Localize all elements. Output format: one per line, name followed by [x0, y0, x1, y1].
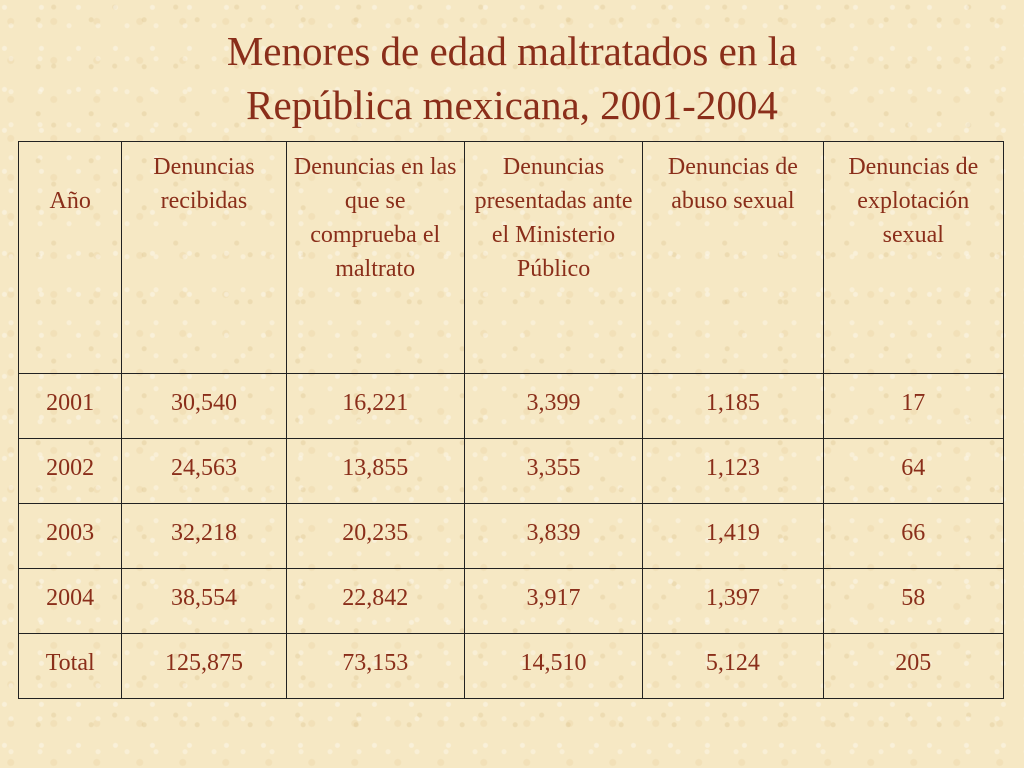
header-public-ministry: Denuncias presentadas ante el Ministerio…	[463, 141, 644, 374]
table-header-row: Año Denuncias recibidas Denuncias en las…	[17, 141, 1005, 374]
table-row: 2001 30,540 16,221 3,399 1,185 17	[17, 373, 1005, 439]
table-cell: 2003	[17, 503, 123, 569]
table-cell: 2002	[17, 438, 123, 504]
table-cell: 32,218	[121, 503, 287, 569]
table-cell: 66	[822, 503, 1005, 569]
table-cell: 2001	[17, 373, 123, 439]
table-cell: 3,917	[463, 568, 644, 634]
table-cell: 20,235	[285, 503, 465, 569]
table-cell: Total	[17, 633, 123, 699]
table-cell: 2004	[17, 568, 123, 634]
table-row: 2004 38,554 22,842 3,917 1,397 58	[17, 568, 1005, 634]
header-sexual-abuse: Denuncias de abuso sexual	[642, 141, 824, 374]
slide-title-line-2: República mexicana, 2001-2004	[246, 82, 778, 128]
table-cell: 3,839	[463, 503, 644, 569]
header-year: Año	[17, 141, 123, 374]
table-cell: 1,419	[642, 503, 824, 569]
maltreatment-table: Año Denuncias recibidas Denuncias en las…	[17, 141, 1005, 699]
data-table-container: Año Denuncias recibidas Denuncias en las…	[17, 141, 1005, 699]
table-row-total: Total 125,875 73,153 14,510 5,124 205	[17, 633, 1005, 699]
table-cell: 30,540	[121, 373, 287, 439]
table-cell: 1,185	[642, 373, 824, 439]
table-cell: 1,397	[642, 568, 824, 634]
table-cell: 73,153	[285, 633, 465, 699]
table-cell: 3,355	[463, 438, 644, 504]
table-cell: 58	[822, 568, 1005, 634]
table-cell: 38,554	[121, 568, 287, 634]
table-cell: 3,399	[463, 373, 644, 439]
table-row: 2003 32,218 20,235 3,839 1,419 66	[17, 503, 1005, 569]
table-cell: 16,221	[285, 373, 465, 439]
table-row: 2002 24,563 13,855 3,355 1,123 64	[17, 438, 1005, 504]
table-cell: 125,875	[121, 633, 287, 699]
header-sexual-exploitation: Denuncias de explotación sexual	[822, 141, 1005, 374]
table-cell: 14,510	[463, 633, 644, 699]
slide-title-line-1: Menores de edad maltratados en la	[226, 28, 798, 74]
slide-title: Menores de edad maltratados en la Repúbl…	[0, 24, 1024, 132]
table-cell: 1,123	[642, 438, 824, 504]
table-cell: 13,855	[285, 438, 465, 504]
table-cell: 64	[822, 438, 1005, 504]
table-cell: 22,842	[285, 568, 465, 634]
table-cell: 5,124	[642, 633, 824, 699]
table-cell: 24,563	[121, 438, 287, 504]
table-cell: 205	[822, 633, 1005, 699]
table-cell: 17	[822, 373, 1005, 439]
header-confirmed: Denuncias en las que se comprueba el mal…	[285, 141, 465, 374]
header-received: Denuncias recibidas	[121, 141, 287, 374]
